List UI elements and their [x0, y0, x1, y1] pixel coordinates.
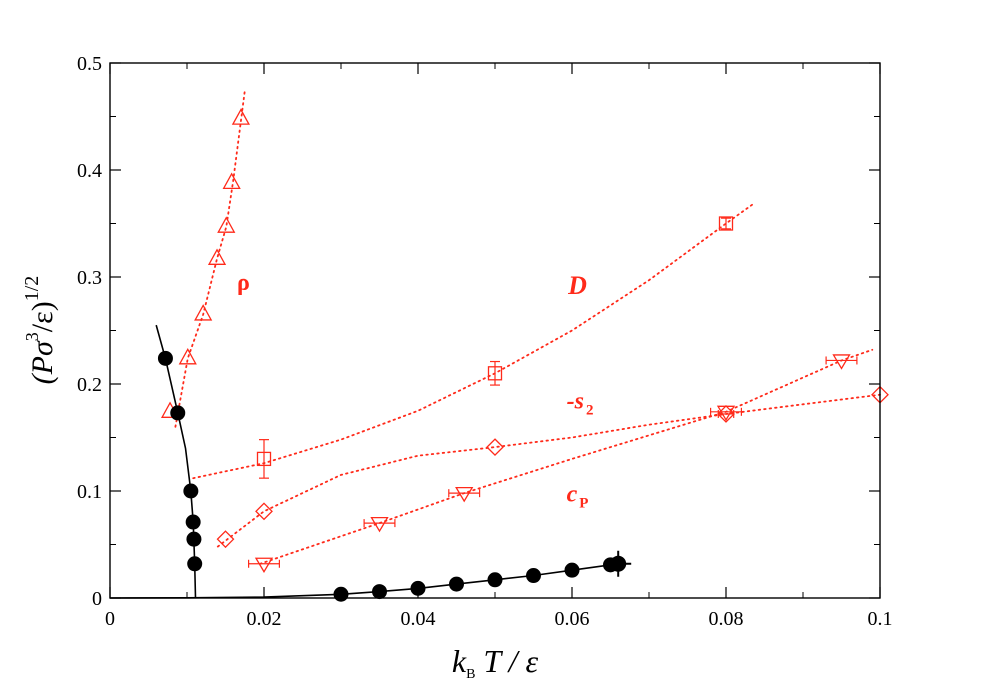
point-liquid-gas [487, 572, 503, 588]
point-liquid-gas [564, 562, 580, 578]
point-cP [370, 516, 389, 533]
y-tick-label: 0 [92, 588, 102, 610]
y-tick-label: 0.1 [77, 481, 102, 503]
x-axis-label-rest: T / ε [475, 643, 538, 679]
point-liquid-gas [526, 568, 541, 584]
x-tick-label: 0.08 [709, 608, 744, 630]
y-axis-label-close: /ε) [26, 301, 59, 332]
curve-liquid-gas [109, 563, 619, 599]
y-tick-label: 0.2 [77, 374, 102, 396]
x-tick-label: 0.04 [401, 608, 436, 630]
markers-layer [157, 108, 889, 602]
x-tick-label: 0.1 [868, 608, 893, 630]
point-liquid-gas [449, 576, 464, 592]
x-axis-label: kB T / ε [452, 643, 539, 682]
x-tick-label: 0.06 [555, 608, 590, 630]
series-labels-layer: ρ D -s 2 c P [237, 270, 593, 512]
y-axis-label-sup2: 1/2 [21, 276, 43, 302]
curve-ρ [174, 89, 246, 428]
curve-cP [259, 348, 874, 565]
point--s2 [216, 530, 235, 549]
point--s2 [255, 502, 273, 521]
point-D [718, 216, 734, 231]
point-solid-liquid [157, 350, 173, 366]
point-solid-liquid [185, 514, 201, 530]
point-D [487, 366, 503, 381]
y-tick-label: 0.3 [77, 267, 102, 289]
series-label-text: -s [567, 389, 584, 415]
point-ρ [231, 108, 251, 125]
point-ρ [178, 347, 197, 365]
point-solid-liquid [170, 405, 186, 421]
series-label--s2: -s 2 [567, 389, 594, 419]
point-solid-liquid [183, 483, 199, 499]
y-axis-label: (Pσ3/ε)1/2 [21, 276, 59, 385]
point-D [256, 451, 272, 467]
point-cP [832, 354, 851, 370]
point-cP [254, 557, 274, 574]
series-label-text: c [567, 482, 578, 508]
point-liquid-gas [372, 584, 387, 600]
point-ρ [207, 248, 227, 265]
point-ρ [194, 304, 213, 321]
y-tick-label: 0.4 [77, 160, 102, 182]
x-tick-label: 0.02 [247, 608, 282, 630]
series-label-ρ: ρ [237, 270, 250, 296]
point-ρ [222, 172, 241, 189]
series-label-text: D [567, 271, 587, 300]
curve--s2 [216, 393, 881, 548]
plot-frame [109, 62, 881, 599]
y-axis-label-open: (Pσ [26, 340, 59, 384]
y-tick-label: 0.5 [77, 53, 102, 75]
series-label-sub: 2 [586, 403, 594, 419]
curve-solid-liquid [155, 324, 197, 599]
point--s2 [486, 438, 504, 457]
ticks-layer: 0 0.02 0.04 0.06 0.08 0.1 0 0.1 0.2 0.3 0.4 0.5 [77, 53, 893, 630]
x-axis-label-sub: B [466, 667, 475, 682]
x-tick-label: 0 [105, 608, 115, 630]
curve-D [192, 203, 754, 480]
point-solid-liquid [187, 556, 203, 572]
point-cP [455, 486, 474, 503]
point-solid-liquid [186, 531, 202, 547]
point-ρ [217, 216, 236, 233]
point-cP [716, 405, 736, 422]
series-label-text: ρ [237, 270, 250, 296]
series-label-sub: P [579, 496, 588, 512]
y-axis-label-sup1: 3 [22, 332, 42, 341]
curves-layer [109, 89, 881, 599]
series-label-D: D [567, 271, 587, 300]
x-axis-label-k: k [452, 643, 467, 679]
